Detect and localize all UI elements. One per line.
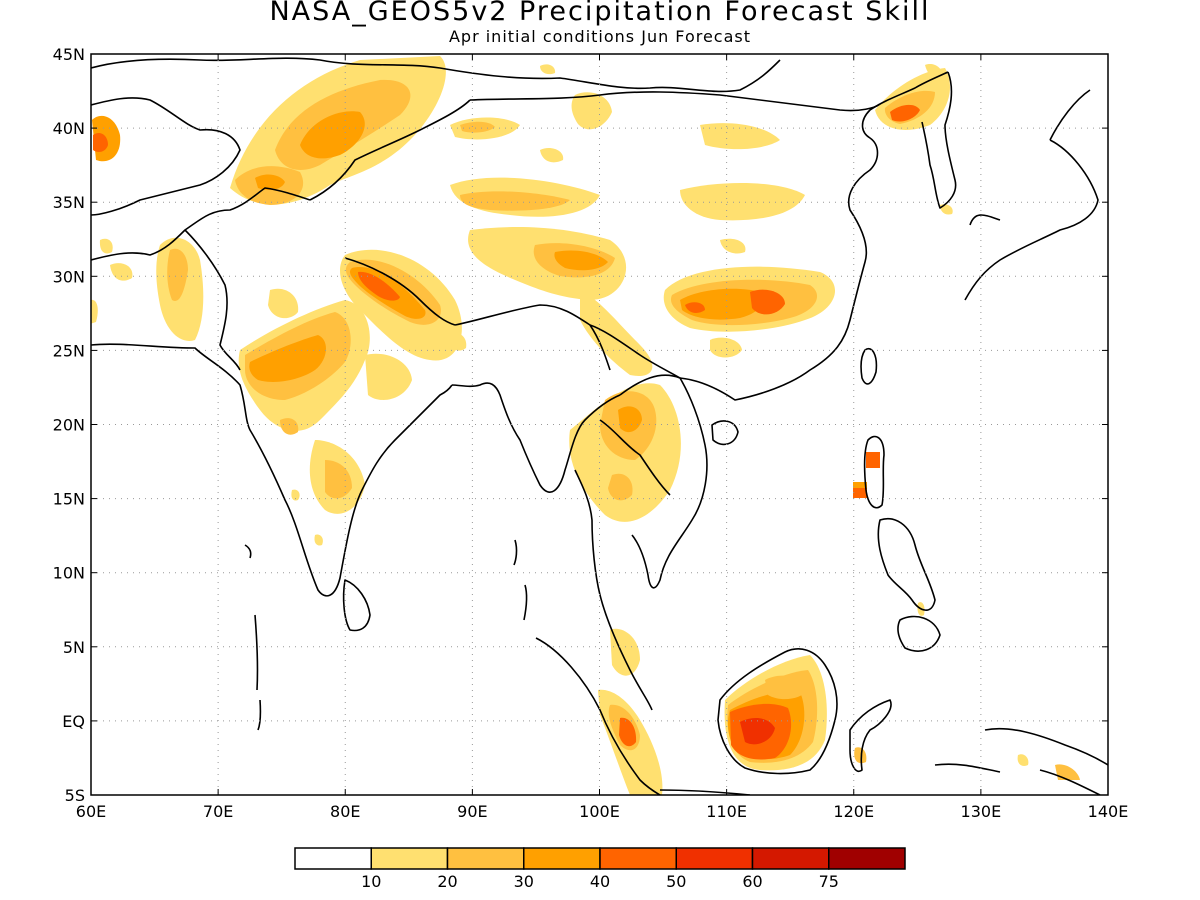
border-tibet-burma: [454, 304, 611, 371]
colorbar-swatch: [523, 847, 601, 870]
x-tick-label: 90E: [457, 802, 487, 821]
y-tick-label: 5N: [63, 638, 85, 657]
colorbar-swatch: [370, 847, 449, 870]
colorbar-label: 60: [742, 872, 762, 891]
border-china-indochina: [589, 324, 681, 379]
coastline-india: [91, 343, 453, 597]
x-tick-label: 70E: [203, 802, 233, 821]
x-tick-label: 120E: [833, 802, 874, 821]
colorbar-swatch: [828, 847, 906, 870]
coastline-new-guinea: [984, 727, 1108, 795]
y-tick-label: 20N: [53, 416, 85, 435]
x-axis-ticks: 60E 70E 80E 90E 100E 110E 120E 130E 140E: [76, 54, 1129, 821]
border-pakistan-india: [184, 229, 241, 371]
colorbar: 10 20 30 40 50 60 75: [294, 847, 906, 891]
colorbar-swatch: [751, 847, 830, 870]
y-tick-label: 45N: [53, 45, 85, 64]
y-tick-label: 5S: [65, 786, 85, 805]
colorbar-label: 10: [361, 872, 381, 891]
coastline-sri-lanka: [342, 579, 371, 632]
colorbar-label: 75: [819, 872, 839, 891]
y-tick-label: 40N: [53, 119, 85, 138]
map-subtitle: Apr initial conditions Jun Forecast: [448, 27, 752, 46]
border-kazakh-china: [309, 99, 471, 201]
skill-area-borneo: [724, 655, 1080, 780]
y-tick-label: EQ: [62, 712, 85, 731]
coastline-andaman: [513, 539, 528, 621]
coastline-china-east: [679, 71, 949, 401]
skill-area-central-asia: [92, 56, 612, 205]
coastline-hainan: [711, 420, 739, 446]
x-tick-label: 110E: [706, 802, 747, 821]
skill-area-southeast-asia: [450, 333, 925, 795]
skill-area-india: [91, 237, 412, 546]
coastline-sumatra: [535, 637, 662, 795]
coastline-luzon: [863, 435, 885, 509]
skill-area-tibet-himalaya: [340, 123, 805, 376]
coastline-mindanao: [897, 615, 941, 652]
border-mongolia-china: [469, 91, 881, 112]
y-axis-ticks: 45N 40N 35N 30N 25N 20N 15N 10N 5N EQ 5S: [53, 45, 1108, 805]
coastline-timor: [934, 763, 1001, 773]
colorbar-label: 50: [666, 872, 686, 891]
y-tick-label: 30N: [53, 267, 85, 286]
x-tick-label: 60E: [76, 802, 106, 821]
coastline-bangladesh-burma: [451, 382, 621, 493]
skill-area-central-china: [663, 266, 836, 358]
y-tick-label: 15N: [53, 490, 85, 509]
colorbar-swatch: [675, 847, 754, 870]
coastline-taiwan: [860, 348, 878, 385]
y-tick-label: 25N: [53, 341, 85, 360]
map-title: NASA_GEOS5v2 Precipitation Forecast Skil…: [269, 0, 931, 27]
skill-shading: [91, 56, 1080, 795]
border-afghanistan: [91, 187, 311, 261]
skill-area-philippines: [853, 452, 880, 498]
coastline-sulawesi: [849, 699, 892, 772]
x-tick-label: 140E: [1088, 802, 1129, 821]
y-tick-label: 10N: [53, 564, 85, 583]
coastline-thailand-malay: [574, 469, 653, 711]
colorbar-label: 20: [437, 872, 457, 891]
y-tick-label: 35N: [53, 193, 85, 212]
colorbar-label: 30: [514, 872, 534, 891]
coastline-korea: [921, 71, 957, 209]
colorbar-label: 40: [590, 872, 610, 891]
colorbar-swatch: [446, 847, 525, 870]
coastline-java: [659, 789, 751, 795]
coastline-borneo: [717, 648, 838, 775]
coastline-layer: [91, 57, 1108, 795]
border-nepal: [344, 257, 456, 326]
colorbar-swatch: [599, 847, 677, 870]
colorbar-swatch: [294, 847, 372, 870]
x-tick-label: 80E: [330, 802, 360, 821]
border-thailand-laos: [599, 419, 671, 496]
skill-area-northeast-asia: [875, 64, 953, 215]
coastline-japan: [964, 89, 1099, 301]
coastline-mongolia-border: [91, 57, 781, 93]
coastline-maldives: [254, 614, 262, 731]
x-tick-label: 100E: [579, 802, 620, 821]
coastline-philippines-south: [877, 518, 936, 611]
coastline-sri-south: [244, 544, 252, 559]
border-central-asia: [91, 97, 241, 216]
x-tick-label: 130E: [961, 802, 1002, 821]
